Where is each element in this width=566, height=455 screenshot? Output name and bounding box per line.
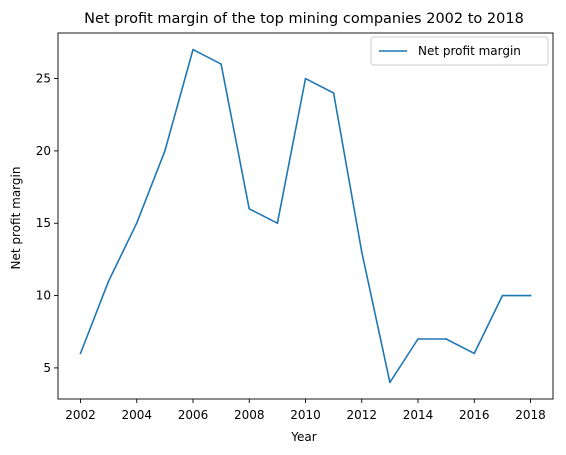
- data-point: [445, 338, 447, 340]
- series-layer: [79, 48, 532, 384]
- data-point: [360, 251, 363, 253]
- data-point: [529, 294, 532, 297]
- legend: Net profit margin: [370, 36, 549, 66]
- plot-area: 2002 2004 2006 2008 2010 2012 2014 2016 2018 5 10…: [36, 32, 554, 422]
- data-point: [79, 352, 82, 355]
- data-point: [107, 280, 110, 282]
- plot-frame: [57, 32, 554, 400]
- y-tick-label: 5: [43, 361, 51, 375]
- data-point: [473, 352, 476, 355]
- y-tick-label: 25: [36, 72, 51, 86]
- y-axis-ticks: 5 10 15 20 25: [36, 72, 58, 375]
- x-tick-label: 2006: [178, 408, 209, 422]
- data-point: [332, 92, 335, 94]
- data-point: [389, 381, 391, 384]
- data-point: [192, 48, 194, 51]
- data-point: [135, 222, 138, 225]
- x-tick-label: 2016: [459, 408, 490, 422]
- x-tick-label: 2004: [121, 408, 152, 422]
- x-tick-label: 2012: [346, 408, 377, 422]
- data-point: [501, 294, 504, 297]
- x-tick-label: 2010: [290, 408, 321, 422]
- data-point: [164, 150, 166, 152]
- legend-box: [370, 36, 549, 66]
- y-tick-label: 20: [36, 144, 51, 158]
- x-tick-label: 2014: [403, 408, 434, 422]
- legend-label: Net profit margin: [418, 44, 521, 58]
- data-point: [304, 77, 307, 80]
- data-point: [220, 63, 222, 65]
- y-tick-label: 10: [36, 289, 51, 303]
- data-point: [417, 338, 419, 340]
- chart-title: Net profit margin of the top mining comp…: [84, 11, 524, 27]
- x-tick-label: 2018: [515, 408, 546, 422]
- y-axis-label: Net profit margin: [9, 167, 23, 270]
- x-tick-label: 2008: [234, 408, 265, 422]
- data-point: [276, 222, 279, 225]
- data-point: [248, 207, 251, 210]
- y-tick-label: 15: [36, 216, 51, 230]
- x-tick-label: 2002: [65, 408, 96, 422]
- x-axis-ticks: 2002 2004 2006 2008 2010 2012 2014 2016 2018: [65, 399, 546, 422]
- x-axis-label: Year: [290, 430, 316, 444]
